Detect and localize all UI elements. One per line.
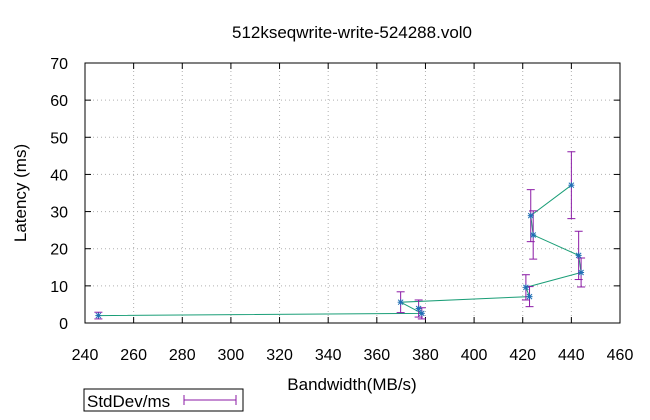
marker-d2 xyxy=(527,212,534,219)
y-axis-label: Latency (ms) xyxy=(11,144,30,242)
legend: StdDev/ms xyxy=(83,388,244,412)
data-point xyxy=(530,231,537,238)
data-point xyxy=(526,293,533,300)
marker-d2 xyxy=(523,284,529,291)
y-tick-label: 20 xyxy=(50,242,68,259)
legend-box xyxy=(83,388,244,412)
marker-d2 xyxy=(526,293,533,300)
x-tick-label: 260 xyxy=(120,347,147,364)
tick-labels: 240 260 280 300 320 340 360 380 400 420 440 460 0 10 2… xyxy=(50,56,633,364)
data-point xyxy=(397,299,404,306)
y-tick-label: 70 xyxy=(50,56,68,73)
y-tick-label: 10 xyxy=(50,279,68,296)
data-point xyxy=(418,310,425,317)
x-tick-label: 380 xyxy=(412,347,439,364)
x-tick-label: 340 xyxy=(315,347,342,364)
marker-d2 xyxy=(415,305,422,312)
x-tick-label: 440 xyxy=(558,347,585,364)
marker-d2 xyxy=(575,252,582,259)
chart-title: 512kseqwrite-write-524288.vol0 xyxy=(232,23,472,42)
data-point xyxy=(578,269,585,276)
y-tick-label: 50 xyxy=(50,130,68,147)
plot-axes xyxy=(84,62,621,324)
series-line xyxy=(98,184,582,317)
marker-d2 xyxy=(95,312,102,319)
x-tick-label: 360 xyxy=(363,347,390,364)
marker-d2 xyxy=(397,299,404,306)
grid-lines xyxy=(85,63,620,323)
data-point xyxy=(522,284,529,291)
data-point xyxy=(568,182,575,189)
y-tick-label: 40 xyxy=(50,167,68,184)
x-tick-label: 300 xyxy=(218,347,245,364)
marker-d2 xyxy=(418,310,425,317)
data-point xyxy=(415,305,422,312)
marker-d2 xyxy=(578,269,584,276)
data-point xyxy=(95,312,102,319)
x-axis-label: Bandwidth(MB/s) xyxy=(287,375,416,394)
data-point xyxy=(575,252,582,259)
legend-errorbar-sample xyxy=(183,395,237,405)
series-line-path xyxy=(98,184,582,317)
x-tick-label: 420 xyxy=(509,347,536,364)
marker-d2 xyxy=(568,182,575,189)
x-tick-label: 460 xyxy=(607,347,634,364)
plot-frame xyxy=(84,62,621,324)
data-point xyxy=(527,212,534,219)
data-points xyxy=(95,182,585,319)
legend-label: StdDev/ms xyxy=(87,392,170,411)
x-tick-label: 240 xyxy=(72,347,99,364)
x-tick-label: 280 xyxy=(169,347,196,364)
x-tick-label: 400 xyxy=(461,347,488,364)
x-tick-label: 320 xyxy=(266,347,293,364)
y-tick-label: 60 xyxy=(50,93,68,110)
y-tick-label: 0 xyxy=(59,316,68,333)
y-tick-label: 30 xyxy=(50,205,68,222)
marker-d2 xyxy=(530,232,537,238)
